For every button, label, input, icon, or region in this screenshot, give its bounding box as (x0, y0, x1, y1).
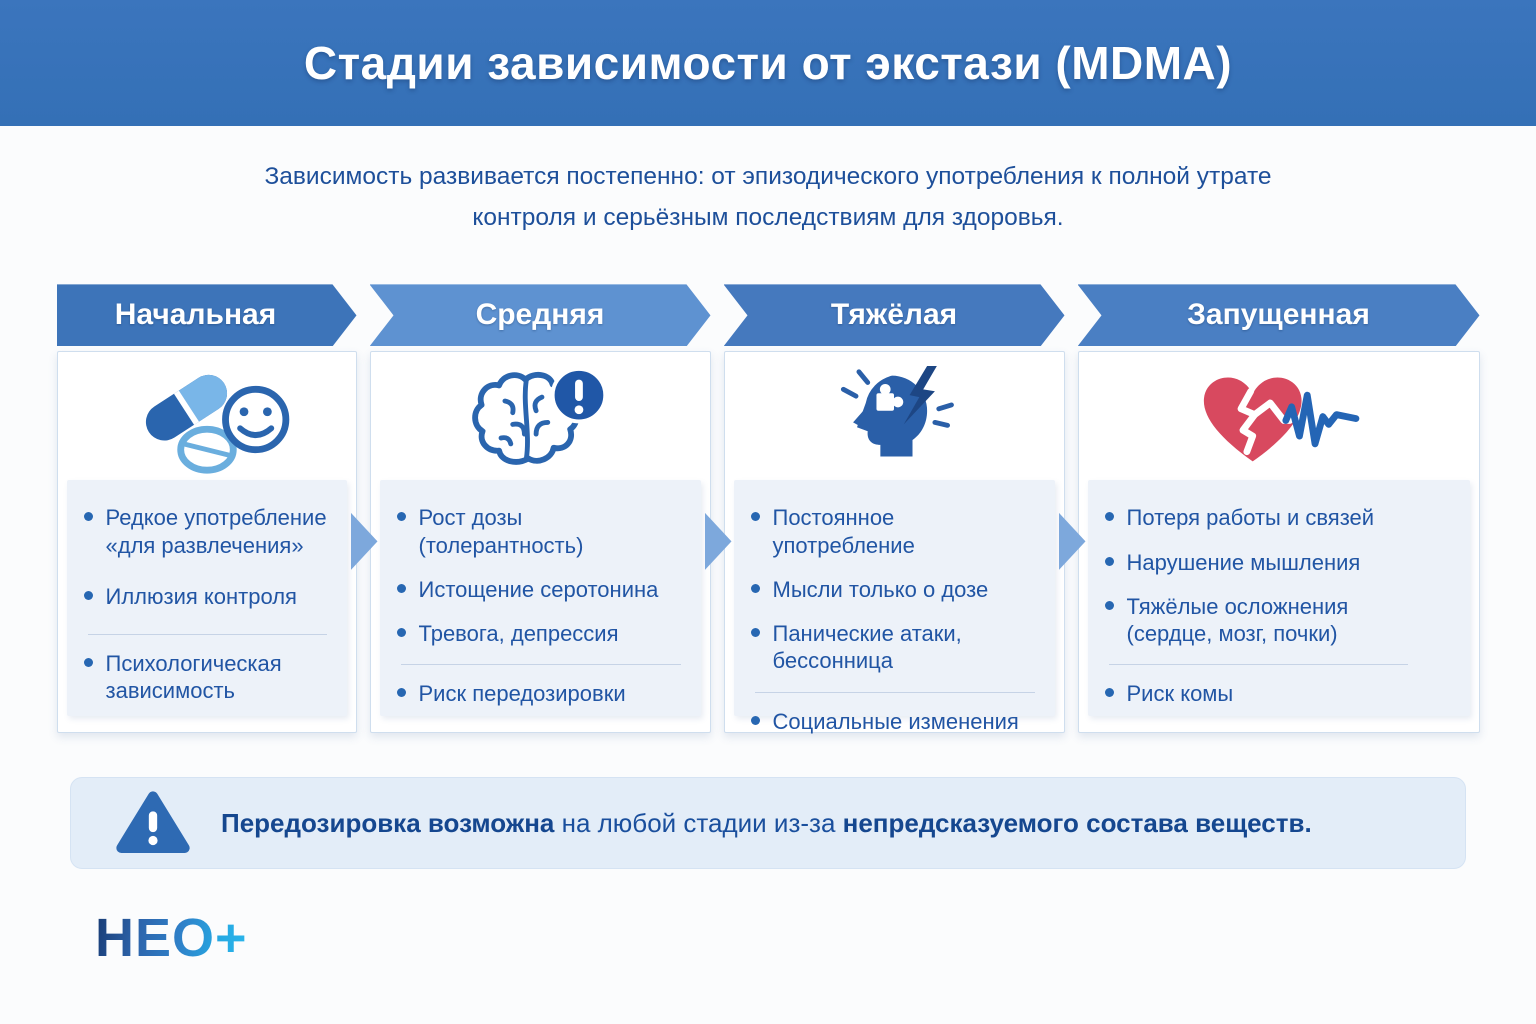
list-item: Социальные изменения (751, 708, 1041, 735)
stage-column-initial: Начальная Редкое (56, 284, 357, 734)
intro-text: Зависимость развивается постепенно: от э… (168, 156, 1368, 238)
list-item: Постоянное употребление (751, 504, 1041, 559)
list-item: Редкое употребление «для развлечения» (84, 504, 333, 559)
warning-banner: Передозировка возможна на любой стадии и… (70, 777, 1466, 870)
stage-list: Постоянное употребление Мысли только о д… (733, 480, 1055, 734)
list-divider (1108, 664, 1408, 666)
warning-bold-lead: Передозировка возможна (221, 807, 555, 838)
stage-column-middle: Средняя Рост дозы (толерантность) Истоще… (350, 284, 711, 734)
warning-triangle-icon (116, 791, 190, 854)
list-item: Риск передозировки (397, 680, 687, 707)
flow-arrow-icon (1058, 512, 1086, 571)
intro-line-1: Зависимость развивается постепенно: от э… (264, 163, 1272, 190)
stage-header-label: Тяжёлая (830, 298, 958, 332)
list-item: Панические атаки, бессонница (751, 620, 1041, 675)
head-lightning-icon (725, 352, 1064, 480)
list-item: Истощение серотонина (397, 576, 687, 603)
list-divider (754, 691, 1035, 693)
list-item: Потеря работы и связей (1105, 504, 1414, 531)
list-item: Рост дозы (толерантность) (397, 504, 687, 559)
stage-header-initial: Начальная (57, 284, 357, 346)
list-item: Иллюзия контроля (84, 583, 333, 610)
stage-card: Постоянное употребление Мысли только о д… (704, 351, 1065, 734)
stage-list: Потеря работы и связей Нарушение мышлени… (1087, 480, 1470, 717)
list-item: Тяжёлые осложнения (сердце, мозг, почки) (1105, 593, 1414, 648)
intro-line-2: контроля и серьёзным последствиям для зд… (472, 204, 1064, 232)
list-item: Риск комы (1105, 680, 1414, 707)
stage-list: Редкое употребление «для развлечения» Ил… (66, 480, 347, 717)
stage-card: Редкое употребление «для развлечения» Ил… (56, 351, 357, 734)
stage-card: Потеря работы и связей Нарушение мышлени… (1058, 351, 1480, 734)
warning-middle: на любой стадии из-за (554, 807, 843, 838)
stage-header-middle: Средняя (370, 284, 711, 346)
list-item: Нарушение мышления (1105, 549, 1414, 576)
list-item: Психологическая зависимость (84, 650, 333, 705)
page-title: Стадии зависимости от экстази (MDMA) (303, 37, 1233, 89)
list-divider (87, 634, 327, 636)
stage-header-advanced: Запущенная (1078, 284, 1480, 346)
list-item: Мысли только о дозе (751, 576, 1041, 603)
title-bar: Стадии зависимости от экстази (MDMA) (0, 0, 1536, 126)
stage-list: Рост дозы (толерантность) Истощение серо… (379, 480, 701, 717)
neo-plus-logo: НЕО+ (95, 908, 248, 969)
pills-smiley-icon (58, 352, 356, 480)
stage-column-advanced: Запущенная Потеря работы и связей Наруше… (1058, 284, 1480, 734)
stage-header-severe: Тяжёлая (724, 284, 1065, 346)
stage-header-label: Средняя (475, 298, 605, 332)
warning-text: Передозировка возможна на любой стадии и… (221, 808, 1312, 839)
flow-arrow-icon (704, 512, 732, 571)
stage-card: Рост дозы (толерантность) Истощение серо… (350, 351, 711, 734)
stage-header-label: Запущенная (1187, 298, 1370, 332)
stage-column-severe: Тяжёлая Постоянное употребление Мысли то… (704, 284, 1065, 734)
broken-heart-ekg-icon (1079, 352, 1479, 480)
stage-header-label: Начальная (114, 298, 277, 332)
warning-bold-tail: непредсказуемого состава веществ. (842, 807, 1312, 838)
flow-arrow-icon (350, 512, 378, 571)
list-divider (400, 664, 681, 666)
list-item: Тревога, депрессия (397, 620, 687, 647)
brain-alert-icon (371, 352, 710, 480)
stages-panel: Начальная Редкое (56, 284, 1480, 734)
